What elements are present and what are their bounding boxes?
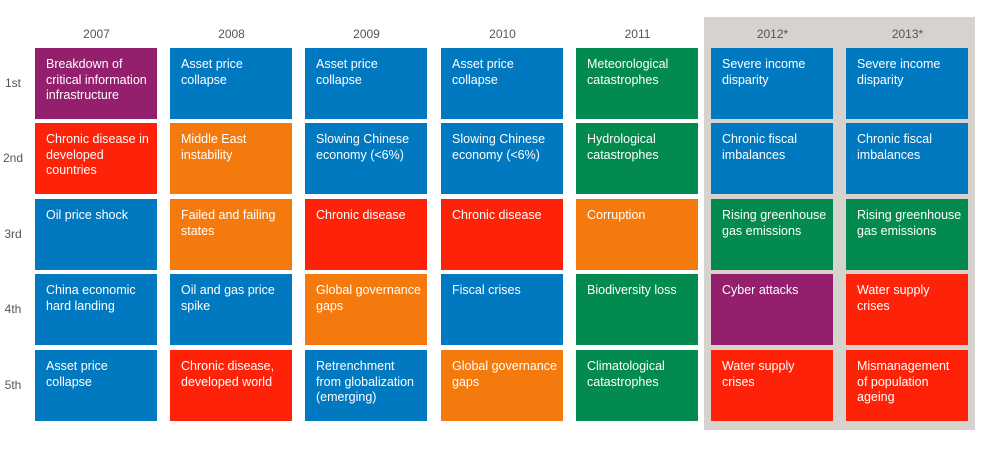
risk-cell: Slowing Chinese economy (<6%) bbox=[305, 123, 427, 194]
risk-cell: Chronic fiscal imbalances bbox=[846, 123, 968, 194]
risk-cell: Asset price collapse bbox=[305, 48, 427, 119]
risk-cell: Oil price shock bbox=[35, 199, 157, 270]
column-header: 2011 bbox=[624, 27, 651, 41]
risk-cell: Global governance gaps bbox=[441, 350, 563, 421]
risk-cell: Rising greenhouse gas emissions bbox=[846, 199, 968, 270]
risk-cell: Asset price collapse bbox=[35, 350, 157, 421]
risk-cell: Fiscal crises bbox=[441, 274, 563, 345]
risk-cell: Chronic disease bbox=[305, 199, 427, 270]
risk-cell: Water supply crises bbox=[846, 274, 968, 345]
risk-cell: Climatological catastrophes bbox=[576, 350, 698, 421]
risk-cell: Severe income disparity bbox=[711, 48, 833, 119]
risk-cell: Asset price collapse bbox=[441, 48, 563, 119]
row-label: 5th bbox=[4, 378, 22, 392]
risk-cell: Water supply crises bbox=[711, 350, 833, 421]
risk-cell: Biodiversity loss bbox=[576, 274, 698, 345]
risk-cell: Breakdown of critical information infras… bbox=[35, 48, 157, 119]
risk-cell: Failed and failing states bbox=[170, 199, 292, 270]
risk-cell: Corruption bbox=[576, 199, 698, 270]
risk-cell: Severe income disparity bbox=[846, 48, 968, 119]
risk-cell: Chronic disease, developed world bbox=[170, 350, 292, 421]
column-header: 2008 bbox=[218, 27, 245, 41]
row-label: 2nd bbox=[2, 151, 24, 165]
column-header: 2009 bbox=[353, 27, 380, 41]
risk-cell: China economic hard landing bbox=[35, 274, 157, 345]
risk-cell: Retrenchment from globalization (emergin… bbox=[305, 350, 427, 421]
risk-cell: Meteorological catastrophes bbox=[576, 48, 698, 119]
column-header: 2013* bbox=[891, 27, 924, 41]
risk-cell: Hydrological catastrophes bbox=[576, 123, 698, 194]
row-label: 1st bbox=[4, 76, 21, 90]
risk-cell: Cyber attacks bbox=[711, 274, 833, 345]
risk-cell: Chronic disease in developed countries bbox=[35, 123, 157, 194]
risk-cell: Chronic fiscal imbalances bbox=[711, 123, 833, 194]
row-label: 4th bbox=[4, 302, 22, 316]
risk-cell: Asset price collapse bbox=[170, 48, 292, 119]
risk-cell: Global governance gaps bbox=[305, 274, 427, 345]
risk-cell: Middle East instability bbox=[170, 123, 292, 194]
risk-cell: Oil and gas price spike bbox=[170, 274, 292, 345]
risk-cell: Mismanagement of population ageing bbox=[846, 350, 968, 421]
column-header: 2010 bbox=[489, 27, 516, 41]
row-label: 3rd bbox=[4, 227, 22, 241]
column-header: 2012* bbox=[756, 27, 789, 41]
column-header: 2007 bbox=[83, 27, 110, 41]
risk-cell: Chronic disease bbox=[441, 199, 563, 270]
risk-cell: Rising greenhouse gas emissions bbox=[711, 199, 833, 270]
risk-cell: Slowing Chinese economy (<6%) bbox=[441, 123, 563, 194]
